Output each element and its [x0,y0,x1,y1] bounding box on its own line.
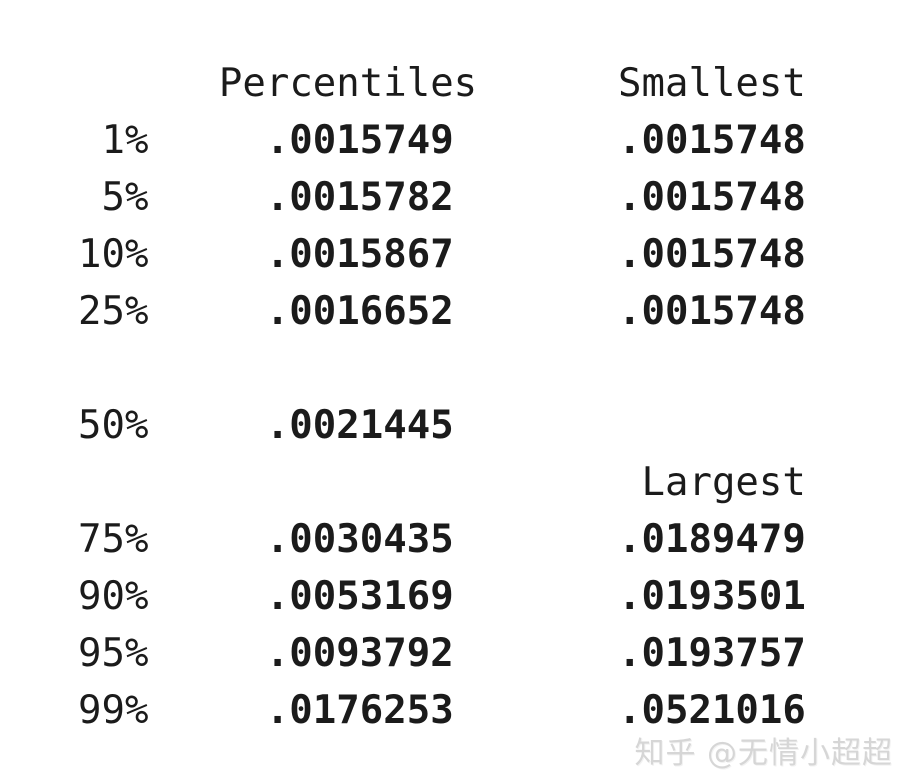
percent-label: 95% [78,631,149,676]
percent-label: 1% [101,118,149,163]
largest-value: .0521016 [618,688,806,733]
percentile-value: .0030435 [265,517,454,562]
percentile-value: .0016652 [265,289,454,334]
column-header-row: Percentiles Smallest [78,55,806,112]
table-row-5pct: 5% .0015782 .0015748 [78,169,806,226]
percentile-value: .0015867 [265,232,454,277]
largest-value: .0189479 [618,517,806,562]
percentile-value: .0093792 [265,631,454,676]
percentile-value: .0021445 [265,403,454,448]
table-row-25pct: 25% .0016652 .0015748 [78,283,806,340]
stata-percentiles-output: Percentiles Smallest 1% .0015749 .001574… [78,55,806,739]
percent-label: 10% [78,232,149,277]
table-row-95pct: 95% .0093792 .0193757 [78,625,806,682]
percent-label: 75% [78,517,149,562]
largest-value: .0193501 [618,574,806,619]
smallest-column-header: Smallest [618,61,806,106]
percentile-value: .0015782 [265,175,454,220]
percentile-value: .0015749 [265,118,454,163]
percent-label: 90% [78,574,149,619]
largest-header-row: Largest [78,454,806,511]
smallest-value: .0015748 [618,118,806,163]
table-row-10pct: 10% .0015867 .0015748 [78,226,806,283]
percent-label: 50% [78,403,149,448]
percentiles-column-header: Percentiles [218,61,478,106]
percent-label: 99% [78,688,149,733]
percent-label: 5% [101,175,149,220]
percentile-value: .0053169 [265,574,454,619]
zhihu-watermark: 知乎 @无情小超超 [634,736,893,771]
table-row-1pct: 1% .0015749 .0015748 [78,112,806,169]
smallest-value: .0015748 [618,289,806,334]
smallest-value: .0015748 [618,232,806,277]
smallest-value: .0015748 [618,175,806,220]
largest-value: .0193757 [618,631,806,676]
table-row-75pct: 75% .0030435 .0189479 [78,511,806,568]
percent-label: 25% [78,289,149,334]
percentile-value: .0176253 [265,688,454,733]
table-row-50pct: 50% .0021445 [78,397,806,454]
table-row-99pct: 99% .0176253 .0521016 [78,682,806,739]
largest-column-header: Largest [641,460,806,505]
table-row-90pct: 90% .0053169 .0193501 [78,568,806,625]
blank-row [78,340,806,397]
